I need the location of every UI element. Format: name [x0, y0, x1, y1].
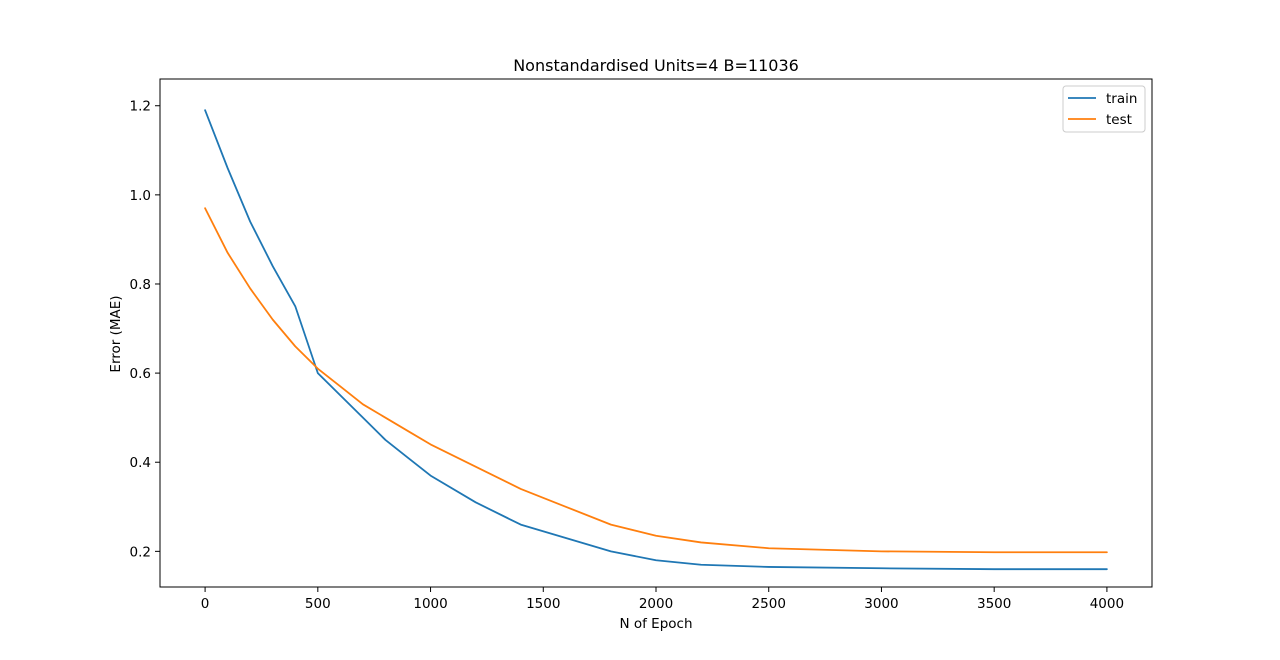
x-tick-label: 3000 [864, 596, 898, 612]
x-tick-label: 1500 [526, 596, 560, 612]
x-axis: 0 500 1000 1500 2000 2500 3000 3500 4000 [201, 587, 1124, 612]
x-tick-label: 500 [305, 596, 331, 612]
y-tick-label: 0.6 [130, 366, 151, 382]
series-line-test [204, 207, 1108, 554]
y-tick-label: 1.2 [130, 99, 151, 115]
y-tick-label: 0.4 [130, 455, 151, 471]
y-axis-label: Error (MAE) [108, 295, 124, 372]
y-tick-label: 0.2 [130, 544, 151, 560]
x-tick-label: 3500 [977, 596, 1011, 612]
legend-label-train: train [1106, 91, 1137, 107]
x-tick-label: 4000 [1090, 596, 1124, 612]
y-tick-label: 0.8 [130, 277, 151, 293]
plot-area [159, 78, 1153, 588]
chart-title: Nonstandardised Units=4 B=11036 [513, 56, 799, 75]
x-tick-label: 2000 [639, 596, 673, 612]
y-tick-label: 1.0 [130, 188, 151, 204]
legend: train test [1062, 85, 1146, 133]
x-tick-label: 1000 [413, 596, 447, 612]
y-axis: 0.2 0.4 0.6 0.8 1.0 1.2 [130, 99, 160, 560]
x-tick-label: 0 [201, 596, 210, 612]
x-tick-label: 2500 [752, 596, 786, 612]
x-axis-label: N of Epoch [619, 616, 692, 632]
series-line-train [204, 109, 1108, 571]
plot-frame [159, 78, 1153, 588]
legend-label-test: test [1106, 112, 1132, 128]
